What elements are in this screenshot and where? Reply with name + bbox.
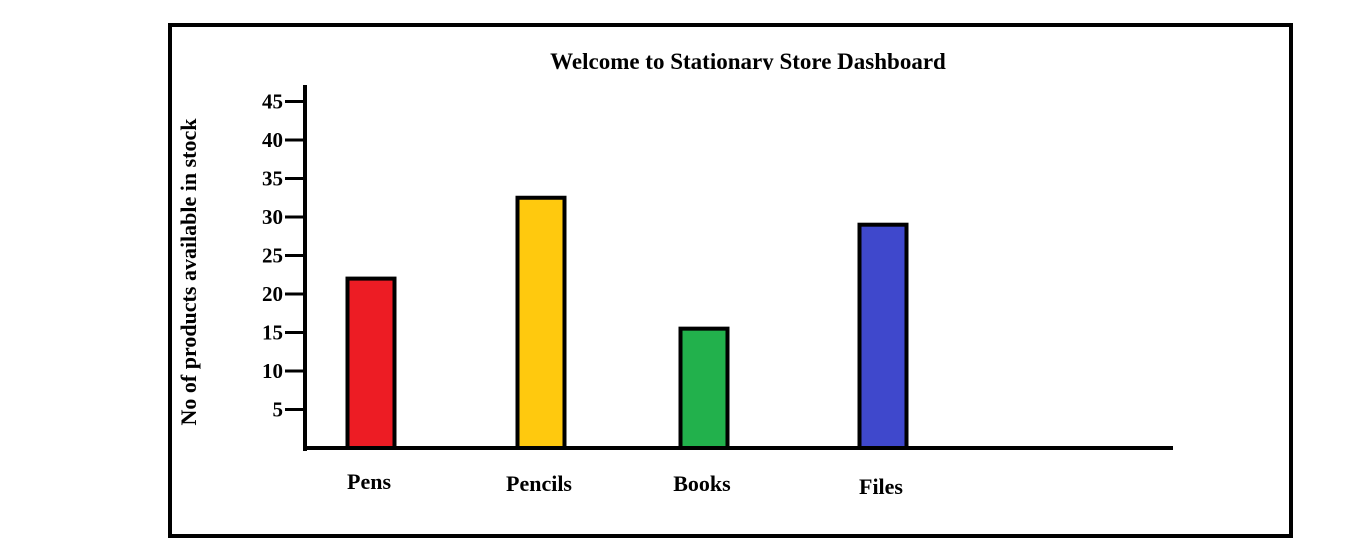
y-axis-label: No of products available in stock [176, 118, 201, 426]
bars-layer [345, 195, 909, 450]
y-tick-label-5: 5 [273, 398, 284, 422]
y-tick-label-45: 45 [262, 90, 283, 114]
y-tick-label-15: 15 [262, 321, 283, 345]
y-tick-label-20: 20 [262, 282, 283, 306]
bar-files [857, 222, 909, 450]
y-tick-label-30: 30 [262, 205, 283, 229]
y-tick-label-10: 10 [262, 359, 283, 383]
bar-pens [345, 276, 397, 450]
x-category-label-files: Files [859, 474, 903, 499]
y-tick-label-25: 25 [262, 244, 283, 268]
category-labels-layer: Pens Pencils Books Files [347, 469, 903, 499]
x-category-label-pens: Pens [347, 469, 391, 494]
y-tick-label-40: 40 [262, 128, 283, 152]
y-ticks-layer: 5 10 15 20 25 30 35 40 45 [262, 90, 305, 422]
title-mask [440, 70, 1060, 78]
bar-pencils [515, 195, 567, 450]
y-tick-label-35: 35 [262, 167, 283, 191]
x-category-label-pencils: Pencils [506, 471, 572, 496]
chart-title: Welcome to Stationary Store Dashboard [550, 49, 946, 74]
x-category-label-books: Books [673, 471, 731, 496]
bar-books [678, 326, 730, 450]
